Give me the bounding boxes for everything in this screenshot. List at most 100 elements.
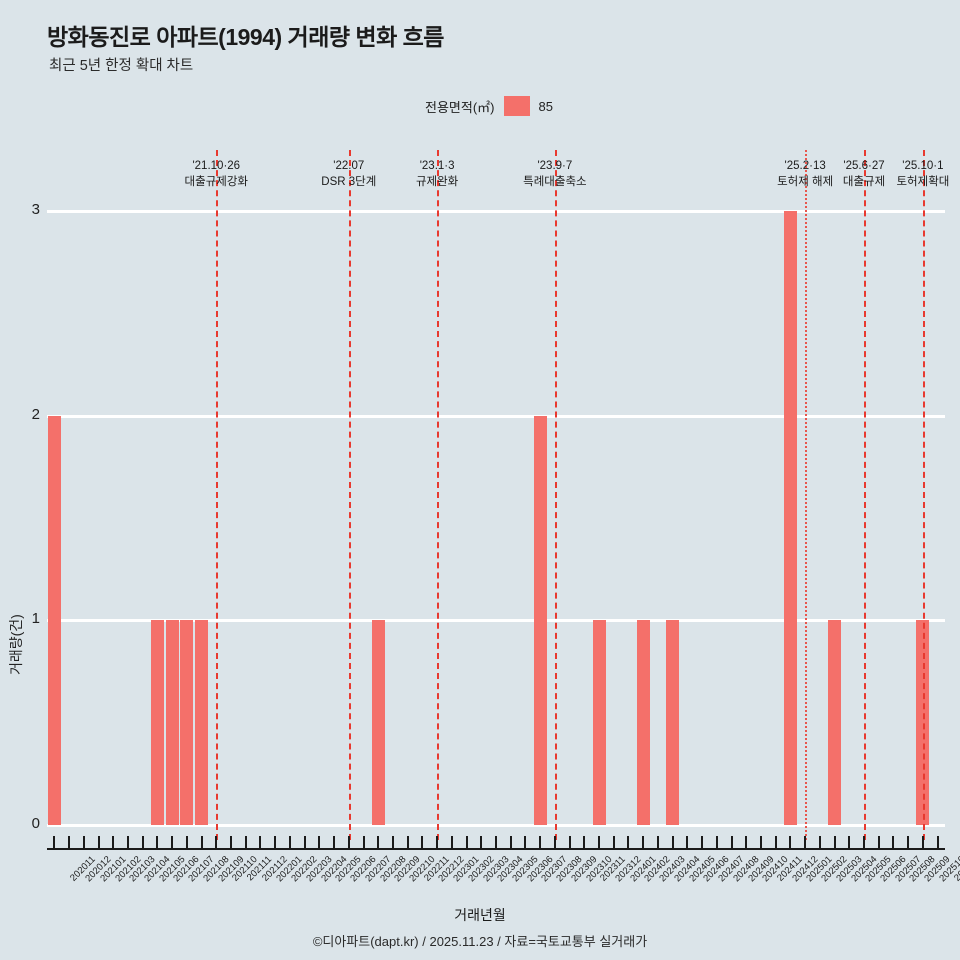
plot-area xyxy=(47,150,945,840)
x-tick-202401 xyxy=(612,836,615,848)
gridline-3 xyxy=(47,210,945,213)
event-line-202510 xyxy=(922,150,925,840)
x-tick-202311 xyxy=(583,836,586,848)
x-tick-202404 xyxy=(656,836,659,848)
x-tick-202210 xyxy=(391,836,394,848)
x-tick-202108 xyxy=(185,836,188,848)
legend-title: 전용면적(㎡) xyxy=(425,99,495,115)
x-tick-202011 xyxy=(53,836,56,848)
event-line-202110 xyxy=(216,150,219,840)
x-tick-202206 xyxy=(333,836,336,848)
x-tick-202305 xyxy=(495,836,497,848)
x-tick-202209 xyxy=(377,836,380,848)
annotation-202510: '25.10·1 토허제확대 xyxy=(863,158,960,190)
bar-202308[interactable] xyxy=(533,415,547,825)
x-tick-202412 xyxy=(774,836,777,848)
annotation-202110: '21.10·26 대출규제강화 xyxy=(156,158,276,190)
x-tick-202308 xyxy=(539,836,542,848)
event-line-202506 xyxy=(864,150,867,840)
x-tick-202402 xyxy=(627,836,630,848)
annotation-text: 토허제확대 xyxy=(896,176,950,188)
bar-202403[interactable] xyxy=(636,620,650,825)
x-tick-202506 xyxy=(863,836,866,848)
x-tick-202112 xyxy=(244,836,247,848)
x-tick-202301 xyxy=(436,836,439,848)
x-tick-202201 xyxy=(259,836,262,848)
y-tick-label-1: 1 xyxy=(31,610,40,628)
x-tick-202101 xyxy=(82,836,85,848)
x-axis: 202011 202012 202101 202102 202103 202104 2021… xyxy=(47,832,960,952)
event-line-202301 xyxy=(437,150,440,840)
x-tick-202502 xyxy=(804,836,807,848)
x-tick-202309 xyxy=(553,836,556,848)
y-tick-label-0: 0 xyxy=(31,815,40,832)
x-tick-202205 xyxy=(318,836,321,848)
y-tick-label-2: 2 xyxy=(31,405,40,423)
x-tick-202107 xyxy=(171,836,174,848)
x-tick-202507 xyxy=(877,836,880,848)
x-tick-202310 xyxy=(568,836,571,848)
bar-202109[interactable] xyxy=(195,620,209,825)
x-tick-202504 xyxy=(833,836,836,848)
x-tick-202211 xyxy=(406,836,409,848)
annotation-202502: '25.2·13 토허제 해제 xyxy=(745,158,865,190)
annotation-date: '22.07 xyxy=(333,160,365,172)
x-tick-202204 xyxy=(303,836,306,848)
chart-legend: 전용면적(㎡) 85 xyxy=(425,96,553,116)
bar-202501[interactable] xyxy=(783,211,797,825)
annotation-202301: '23.1·3 규제완화 xyxy=(377,158,497,190)
x-tick-202510 xyxy=(921,836,924,848)
chart-subtitle: 최근 5년 한정 확대 차트 xyxy=(49,58,194,74)
y-tick-label-3: 3 xyxy=(31,201,40,218)
x-tick-202501 xyxy=(789,836,792,848)
x-tick-202511 xyxy=(936,836,939,848)
annotation-date: '25.2·13 xyxy=(784,160,826,172)
x-axis-line xyxy=(47,848,945,850)
x-tick-202505 xyxy=(848,836,851,848)
x-tick-202111 xyxy=(230,836,233,848)
gridline-2 xyxy=(47,414,945,418)
event-line-202207 xyxy=(348,150,351,840)
x-tick-202312 xyxy=(598,836,601,848)
legend-swatch-85[interactable] xyxy=(503,96,530,116)
annotation-202309: '23.9·7 특례대출축소 xyxy=(495,158,615,190)
x-axis-title: 거래년월 xyxy=(454,907,506,923)
bar-202209[interactable] xyxy=(371,620,385,825)
bar-202108[interactable] xyxy=(180,620,194,825)
bar-202107[interactable] xyxy=(165,620,179,825)
annotation-text: 대출규제 xyxy=(842,176,886,188)
x-tick-202103 xyxy=(112,836,115,848)
event-line-202502 xyxy=(805,150,808,840)
x-tick-202109 xyxy=(200,836,203,848)
bar-202312[interactable] xyxy=(592,620,606,825)
annotation-text: 대출규제강화 xyxy=(184,176,249,188)
bar-202405[interactable] xyxy=(666,620,680,825)
annotation-date: '23.1·3 xyxy=(419,160,455,172)
x-tick-202102 xyxy=(97,836,100,848)
page-title: 방화동진로 아파트(1994) 거래량 변화 흐름 xyxy=(47,24,444,50)
x-tick-202405 xyxy=(671,836,674,848)
x-tick-202202 xyxy=(274,836,277,848)
x-tick-202203 xyxy=(288,836,291,848)
annotation-date: '23.9·7 xyxy=(537,160,573,172)
bar-202504[interactable] xyxy=(828,620,842,825)
gridline-0 xyxy=(47,824,945,827)
annotation-date: '21.10·26 xyxy=(192,160,241,172)
x-tick-202307 xyxy=(524,836,527,848)
x-tick-202408 xyxy=(715,836,718,848)
x-tick-202106 xyxy=(156,836,159,848)
bar-202011[interactable] xyxy=(47,415,61,825)
x-tick-202403 xyxy=(642,836,645,848)
bar-202106[interactable] xyxy=(150,620,164,825)
x-tick-202303 xyxy=(465,836,468,848)
event-line-202309 xyxy=(554,150,557,840)
x-tick-202105 xyxy=(141,836,144,848)
x-tick-202411 xyxy=(759,836,762,848)
footer-credit: ©디아파트(dapt.kr) / 2025.11.23 / 자료=국토교통부 실… xyxy=(312,934,648,949)
annotation-text: 규제완화 xyxy=(415,176,459,188)
legend-label-85: 85 xyxy=(538,98,553,114)
x-tick-202104 xyxy=(126,836,129,848)
x-tick-202302 xyxy=(450,836,453,848)
